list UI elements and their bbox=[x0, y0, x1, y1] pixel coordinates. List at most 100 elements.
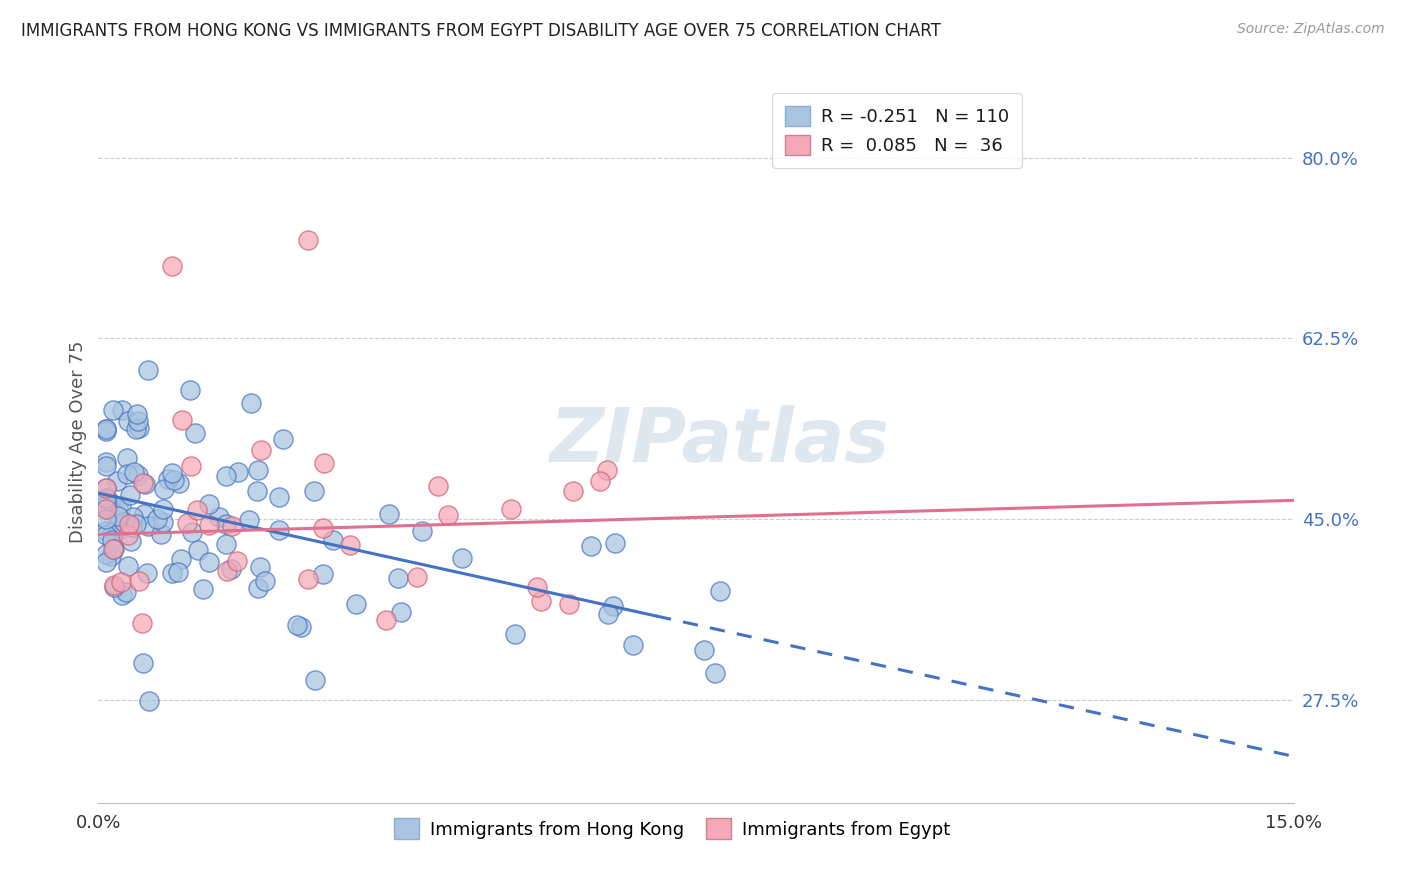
Point bbox=[239, 396, 262, 410]
Point bbox=[176, 516, 198, 530]
Point bbox=[605, 536, 627, 550]
Point bbox=[253, 574, 276, 588]
Point bbox=[267, 523, 290, 537]
Point bbox=[246, 581, 269, 595]
Point bbox=[98, 495, 121, 509]
Point bbox=[602, 599, 624, 614]
Point bbox=[170, 552, 193, 566]
Point bbox=[226, 465, 249, 479]
Point bbox=[238, 513, 260, 527]
Point bbox=[450, 550, 472, 565]
Text: Source: ZipAtlas.com: Source: ZipAtlas.com bbox=[1237, 22, 1385, 37]
Point bbox=[122, 465, 145, 479]
Point bbox=[285, 617, 308, 632]
Point bbox=[96, 491, 118, 505]
Point bbox=[163, 474, 186, 488]
Point bbox=[389, 605, 412, 619]
Point bbox=[246, 463, 269, 477]
Point bbox=[100, 549, 122, 563]
Point bbox=[215, 469, 238, 483]
Point bbox=[215, 565, 238, 579]
Point bbox=[149, 526, 172, 541]
Point bbox=[120, 534, 142, 549]
Point bbox=[387, 570, 409, 584]
Point bbox=[273, 432, 295, 446]
Point bbox=[101, 533, 124, 547]
Point bbox=[302, 484, 325, 499]
Point bbox=[146, 512, 169, 526]
Point bbox=[115, 450, 138, 465]
Point bbox=[377, 507, 399, 521]
Point bbox=[588, 475, 610, 489]
Point bbox=[160, 467, 183, 481]
Point bbox=[221, 518, 243, 533]
Point bbox=[557, 597, 579, 611]
Point bbox=[122, 509, 145, 524]
Point bbox=[117, 414, 139, 428]
Point bbox=[117, 559, 139, 574]
Point bbox=[107, 508, 129, 523]
Point bbox=[108, 523, 131, 537]
Point bbox=[96, 524, 118, 538]
Point bbox=[297, 572, 319, 586]
Point bbox=[197, 555, 219, 569]
Point bbox=[184, 426, 207, 441]
Point bbox=[103, 524, 125, 539]
Point bbox=[118, 516, 141, 531]
Point bbox=[181, 524, 204, 539]
Point bbox=[103, 542, 125, 557]
Point bbox=[157, 472, 180, 486]
Point bbox=[96, 494, 118, 508]
Point bbox=[117, 528, 139, 542]
Point bbox=[96, 512, 118, 526]
Point bbox=[426, 479, 449, 493]
Point bbox=[304, 673, 326, 688]
Point bbox=[503, 627, 526, 641]
Point bbox=[96, 424, 118, 438]
Point bbox=[103, 578, 125, 592]
Legend: Immigrants from Hong Kong, Immigrants from Egypt: Immigrants from Hong Kong, Immigrants fr… bbox=[385, 809, 959, 848]
Point bbox=[97, 499, 120, 513]
Point bbox=[96, 547, 118, 561]
Point bbox=[136, 519, 159, 533]
Point bbox=[374, 613, 396, 627]
Point bbox=[112, 516, 135, 530]
Point bbox=[208, 510, 231, 524]
Point bbox=[193, 582, 215, 596]
Point bbox=[128, 421, 150, 435]
Point bbox=[596, 463, 619, 477]
Point bbox=[96, 459, 118, 474]
Point bbox=[131, 615, 153, 630]
Y-axis label: Disability Age Over 75: Disability Age Over 75 bbox=[69, 340, 87, 543]
Point bbox=[132, 476, 155, 491]
Text: IMMIGRANTS FROM HONG KONG VS IMMIGRANTS FROM EGYPT DISABILITY AGE OVER 75 CORREL: IMMIGRANTS FROM HONG KONG VS IMMIGRANTS … bbox=[21, 22, 941, 40]
Point bbox=[96, 455, 118, 469]
Point bbox=[96, 481, 118, 495]
Point bbox=[105, 474, 128, 488]
Point bbox=[709, 584, 731, 599]
Point bbox=[197, 518, 219, 533]
Point bbox=[118, 488, 141, 502]
Point bbox=[172, 412, 194, 426]
Point bbox=[322, 533, 344, 548]
Point bbox=[125, 422, 148, 436]
Point bbox=[311, 520, 333, 534]
Point bbox=[103, 580, 125, 594]
Point bbox=[312, 456, 335, 470]
Point bbox=[267, 490, 290, 504]
Point bbox=[110, 574, 132, 589]
Point bbox=[96, 422, 118, 436]
Point bbox=[215, 517, 238, 532]
Point bbox=[411, 524, 433, 538]
Point bbox=[160, 259, 183, 273]
Point bbox=[215, 537, 238, 551]
Point bbox=[125, 407, 148, 421]
Point bbox=[107, 501, 129, 516]
Point bbox=[125, 516, 148, 531]
Point bbox=[96, 501, 118, 516]
Point bbox=[290, 620, 312, 634]
Point bbox=[187, 543, 209, 558]
Point bbox=[110, 499, 132, 513]
Text: ZIPatlas: ZIPatlas bbox=[550, 405, 890, 478]
Point bbox=[499, 501, 522, 516]
